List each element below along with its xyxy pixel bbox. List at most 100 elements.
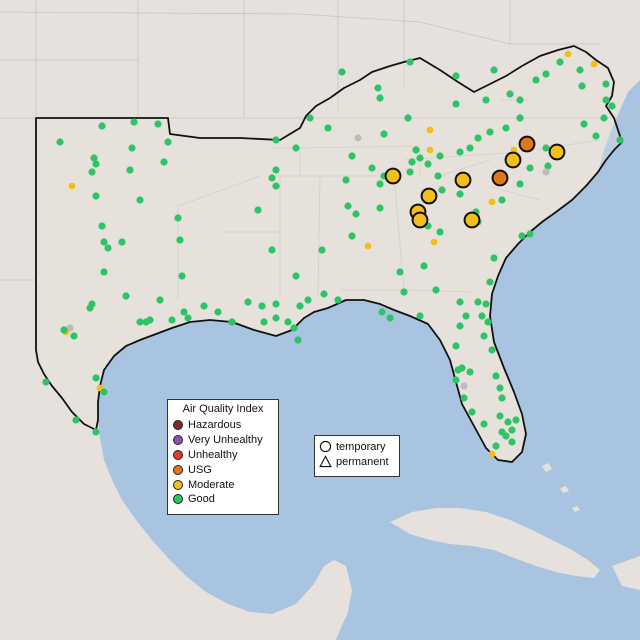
monitor-marker[interactable]	[318, 246, 326, 254]
monitor-marker[interactable]	[526, 230, 534, 238]
monitor-marker[interactable]	[486, 128, 494, 136]
monitor-marker[interactable]	[452, 376, 460, 384]
monitor-marker[interactable]	[100, 238, 108, 246]
monitor-marker[interactable]	[466, 368, 474, 376]
monitor-marker[interactable]	[456, 298, 464, 306]
monitor-marker[interactable]	[154, 120, 162, 128]
monitor-marker[interactable]	[142, 318, 150, 326]
monitor-marker-large[interactable]	[411, 211, 429, 229]
monitor-marker[interactable]	[516, 96, 524, 104]
monitor-marker[interactable]	[68, 182, 76, 190]
monitor-marker[interactable]	[272, 300, 280, 308]
monitor-marker[interactable]	[516, 180, 524, 188]
monitor-marker[interactable]	[426, 146, 434, 154]
monitor-marker[interactable]	[404, 114, 412, 122]
monitor-marker[interactable]	[496, 384, 504, 392]
monitor-marker[interactable]	[532, 76, 540, 84]
monitor-marker[interactable]	[284, 318, 292, 326]
monitor-marker[interactable]	[474, 298, 482, 306]
monitor-marker[interactable]	[42, 378, 50, 386]
monitor-marker[interactable]	[290, 324, 298, 332]
monitor-marker[interactable]	[304, 296, 312, 304]
monitor-marker[interactable]	[432, 286, 440, 294]
monitor-marker[interactable]	[200, 302, 208, 310]
monitor-marker[interactable]	[92, 192, 100, 200]
monitor-marker[interactable]	[498, 428, 506, 436]
monitor-marker[interactable]	[504, 418, 512, 426]
monitor-marker[interactable]	[438, 186, 446, 194]
monitor-marker[interactable]	[354, 134, 362, 142]
monitor-marker[interactable]	[176, 236, 184, 244]
monitor-marker[interactable]	[542, 168, 550, 176]
monitor-marker[interactable]	[130, 118, 138, 126]
monitor-marker[interactable]	[56, 138, 64, 146]
monitor-marker[interactable]	[458, 364, 466, 372]
monitor-marker[interactable]	[364, 242, 372, 250]
monitor-marker[interactable]	[160, 158, 168, 166]
monitor-marker[interactable]	[380, 130, 388, 138]
monitor-marker-large[interactable]	[454, 171, 472, 189]
monitor-marker[interactable]	[348, 152, 356, 160]
monitor-marker[interactable]	[564, 50, 572, 58]
monitor-marker[interactable]	[590, 60, 598, 68]
monitor-marker[interactable]	[460, 382, 468, 390]
monitor-marker[interactable]	[244, 298, 252, 306]
monitor-marker[interactable]	[386, 314, 394, 322]
monitor-marker[interactable]	[452, 100, 460, 108]
monitor-marker[interactable]	[272, 166, 280, 174]
monitor-marker[interactable]	[416, 154, 424, 162]
monitor-marker[interactable]	[184, 314, 192, 322]
monitor-marker[interactable]	[556, 58, 564, 66]
monitor-marker[interactable]	[502, 124, 510, 132]
monitor-marker[interactable]	[254, 206, 262, 214]
monitor-marker[interactable]	[486, 278, 494, 286]
monitor-marker[interactable]	[396, 268, 404, 276]
monitor-marker[interactable]	[376, 94, 384, 102]
monitor-marker[interactable]	[488, 450, 496, 458]
monitor-marker[interactable]	[506, 90, 514, 98]
monitor-marker[interactable]	[526, 164, 534, 172]
monitor-marker[interactable]	[608, 102, 616, 110]
monitor-marker[interactable]	[374, 84, 382, 92]
monitor-marker[interactable]	[352, 210, 360, 218]
monitor-marker-large[interactable]	[463, 211, 481, 229]
monitor-marker[interactable]	[260, 318, 268, 326]
monitor-marker[interactable]	[480, 420, 488, 428]
monitor-marker[interactable]	[98, 122, 106, 130]
monitor-marker[interactable]	[180, 308, 188, 316]
monitor-marker[interactable]	[512, 416, 520, 424]
monitor-marker[interactable]	[616, 136, 624, 144]
monitor-marker[interactable]	[578, 82, 586, 90]
monitor-marker[interactable]	[488, 346, 496, 354]
monitor-marker[interactable]	[452, 72, 460, 80]
monitor-marker[interactable]	[324, 124, 332, 132]
monitor-marker[interactable]	[92, 160, 100, 168]
monitor-marker[interactable]	[174, 214, 182, 222]
monitor-marker[interactable]	[480, 332, 488, 340]
monitor-marker-large[interactable]	[504, 151, 522, 169]
monitor-marker[interactable]	[462, 312, 470, 320]
monitor-marker[interactable]	[92, 428, 100, 436]
monitor-marker[interactable]	[118, 238, 126, 246]
monitor-marker[interactable]	[342, 176, 350, 184]
monitor-marker[interactable]	[460, 394, 468, 402]
monitor-marker[interactable]	[602, 96, 610, 104]
monitor-marker[interactable]	[490, 66, 498, 74]
monitor-marker[interactable]	[296, 302, 304, 310]
monitor-marker[interactable]	[482, 96, 490, 104]
monitor-marker[interactable]	[436, 152, 444, 160]
monitor-marker[interactable]	[484, 318, 492, 326]
monitor-marker[interactable]	[456, 190, 464, 198]
monitor-marker[interactable]	[436, 228, 444, 236]
monitor-marker[interactable]	[416, 312, 424, 320]
monitor-marker[interactable]	[214, 308, 222, 316]
monitor-marker[interactable]	[424, 160, 432, 168]
monitor-marker[interactable]	[128, 144, 136, 152]
monitor-marker[interactable]	[72, 416, 80, 424]
monitor-marker[interactable]	[498, 196, 506, 204]
monitor-marker[interactable]	[406, 168, 414, 176]
monitor-marker[interactable]	[430, 238, 438, 246]
monitor-marker[interactable]	[100, 268, 108, 276]
monitor-marker[interactable]	[426, 126, 434, 134]
